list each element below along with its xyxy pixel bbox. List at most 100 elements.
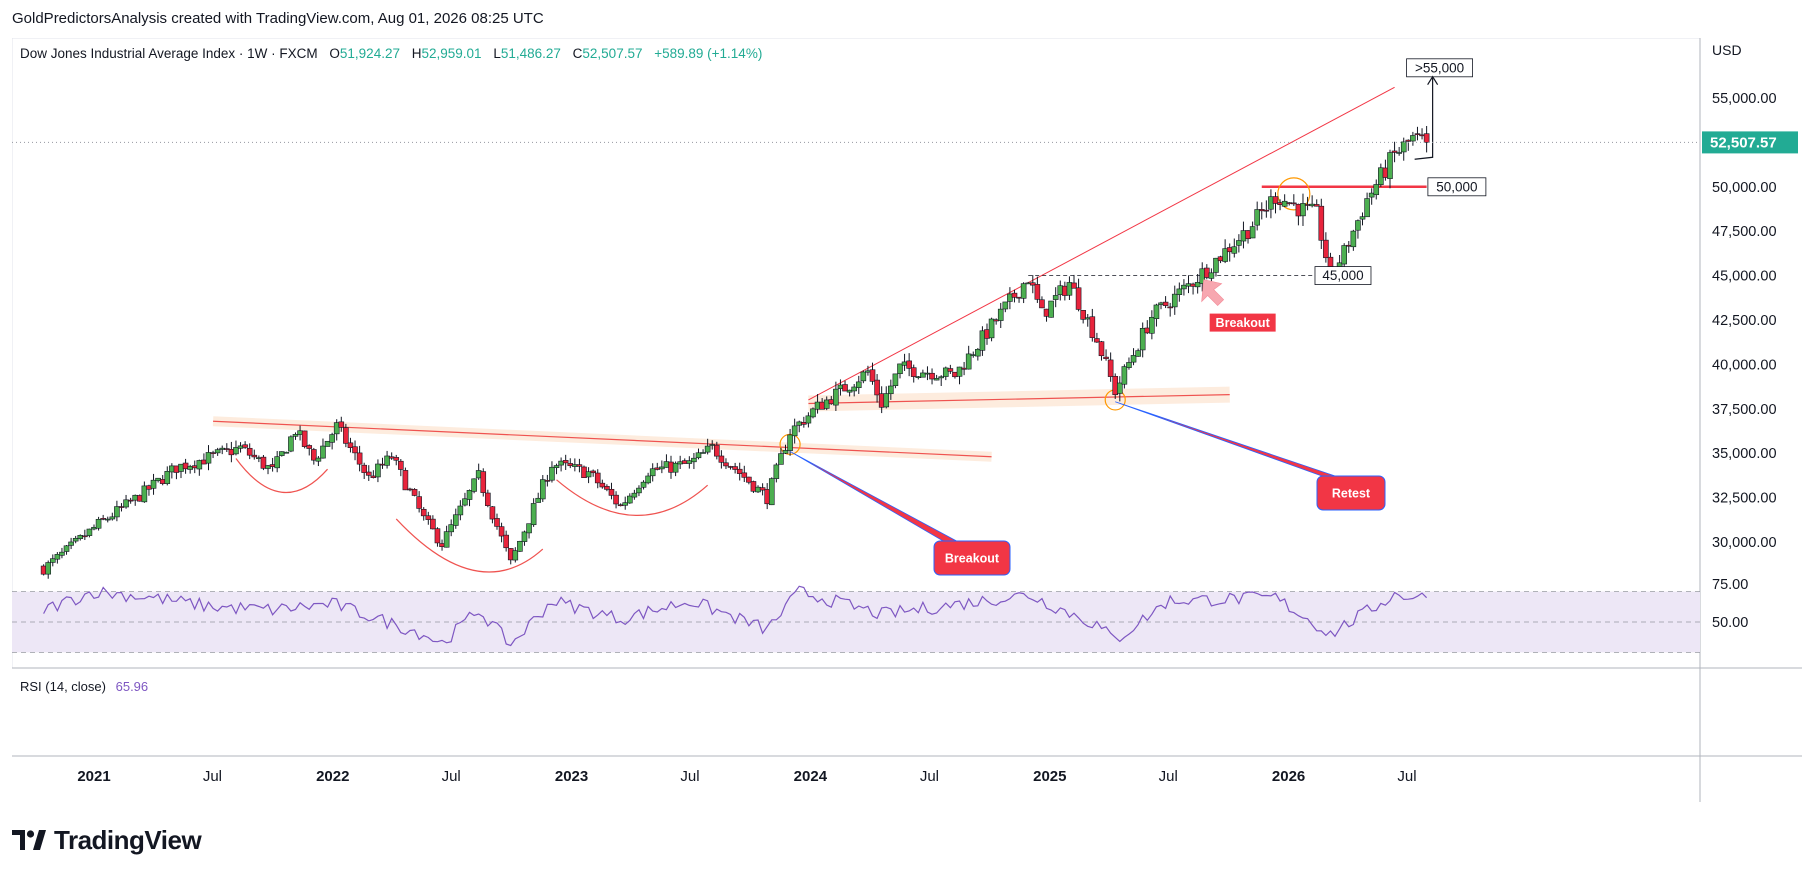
candle[interactable] [63,545,70,555]
candle[interactable] [975,347,981,361]
candle[interactable] [95,516,102,531]
candle[interactable] [942,366,949,381]
candle[interactable] [691,452,697,470]
candle[interactable] [82,529,88,541]
candle[interactable] [320,438,326,459]
candle[interactable] [787,428,793,456]
candle[interactable] [480,468,487,497]
candle[interactable] [517,540,523,552]
candle[interactable] [127,497,134,504]
candle[interactable] [1167,302,1173,317]
candle[interactable] [599,479,606,489]
candle[interactable] [45,560,52,579]
candle[interactable] [535,492,542,503]
candle[interactable] [104,516,111,523]
tradingview-logo[interactable]: TradingView [12,823,202,857]
candle[interactable] [636,485,642,497]
candle[interactable] [494,513,500,530]
candle[interactable] [352,440,358,461]
candle[interactable] [626,493,633,504]
candle[interactable] [59,547,65,559]
candle[interactable] [283,451,290,454]
candle[interactable] [1162,296,1169,309]
candle[interactable] [361,462,367,479]
candle[interactable] [585,467,592,484]
candle[interactable] [659,460,665,474]
candle[interactable] [736,462,743,481]
candle[interactable] [1098,340,1105,361]
candle[interactable] [1020,282,1027,304]
candle[interactable] [979,326,986,356]
candle[interactable] [164,466,171,486]
candle[interactable] [54,552,61,564]
candle[interactable] [141,481,148,503]
candle[interactable] [324,440,331,447]
candle[interactable] [897,363,903,379]
candle[interactable] [805,412,812,428]
candle[interactable] [649,463,656,482]
candle[interactable] [910,364,917,383]
candle[interactable] [301,430,308,449]
candle[interactable] [448,519,454,537]
candle[interactable] [512,547,519,563]
candle[interactable] [40,564,47,576]
candle[interactable] [260,455,267,471]
candle[interactable] [1272,192,1279,214]
price-pane[interactable] [12,38,1701,669]
candle[interactable] [485,489,491,508]
candle[interactable] [920,369,926,378]
candle[interactable] [1002,301,1009,313]
candles-group[interactable] [40,125,1430,579]
candle[interactable] [1153,303,1160,327]
candle[interactable] [1075,278,1082,312]
candle[interactable] [906,353,912,377]
candle[interactable] [1249,221,1256,239]
candle[interactable] [452,508,459,529]
candle[interactable] [604,484,610,492]
candle[interactable] [1364,192,1370,218]
candle[interactable] [333,419,340,441]
candle[interactable] [1391,141,1398,163]
candle[interactable] [938,375,945,387]
candle[interactable] [1263,200,1270,218]
candle[interactable] [233,440,239,456]
candle[interactable] [1423,125,1430,153]
candle[interactable] [466,489,473,507]
candle[interactable] [746,476,752,485]
candle[interactable] [1323,232,1329,263]
candle[interactable] [1135,348,1141,357]
candle[interactable] [530,498,537,527]
candle[interactable] [109,512,116,521]
candle[interactable] [49,554,56,567]
candle[interactable] [1313,199,1320,207]
candle[interactable] [823,396,830,411]
candle[interactable] [860,370,867,384]
candle[interactable] [594,469,601,489]
candle[interactable] [430,515,436,530]
candle[interactable] [773,462,780,483]
candle[interactable] [553,463,560,475]
candle[interactable] [315,456,322,467]
candle[interactable] [1213,257,1219,277]
candle[interactable] [434,527,441,547]
candle[interactable] [402,467,409,491]
candle[interactable] [72,535,79,544]
candle[interactable] [457,500,464,521]
candle[interactable] [356,445,363,472]
candle[interactable] [997,302,1004,328]
candle[interactable] [338,416,345,432]
candle[interactable] [86,528,93,538]
candle[interactable] [851,383,857,397]
candle[interactable] [947,364,954,374]
candle[interactable] [1126,357,1132,370]
candle[interactable] [1011,289,1018,303]
candle[interactable] [842,380,848,392]
candle[interactable] [462,492,468,507]
candle[interactable] [539,475,546,502]
candle[interactable] [384,450,390,469]
candle[interactable] [347,437,354,453]
candle[interactable] [645,472,651,485]
candle[interactable] [608,482,615,500]
candle[interactable] [714,441,720,460]
candle[interactable] [114,500,120,522]
